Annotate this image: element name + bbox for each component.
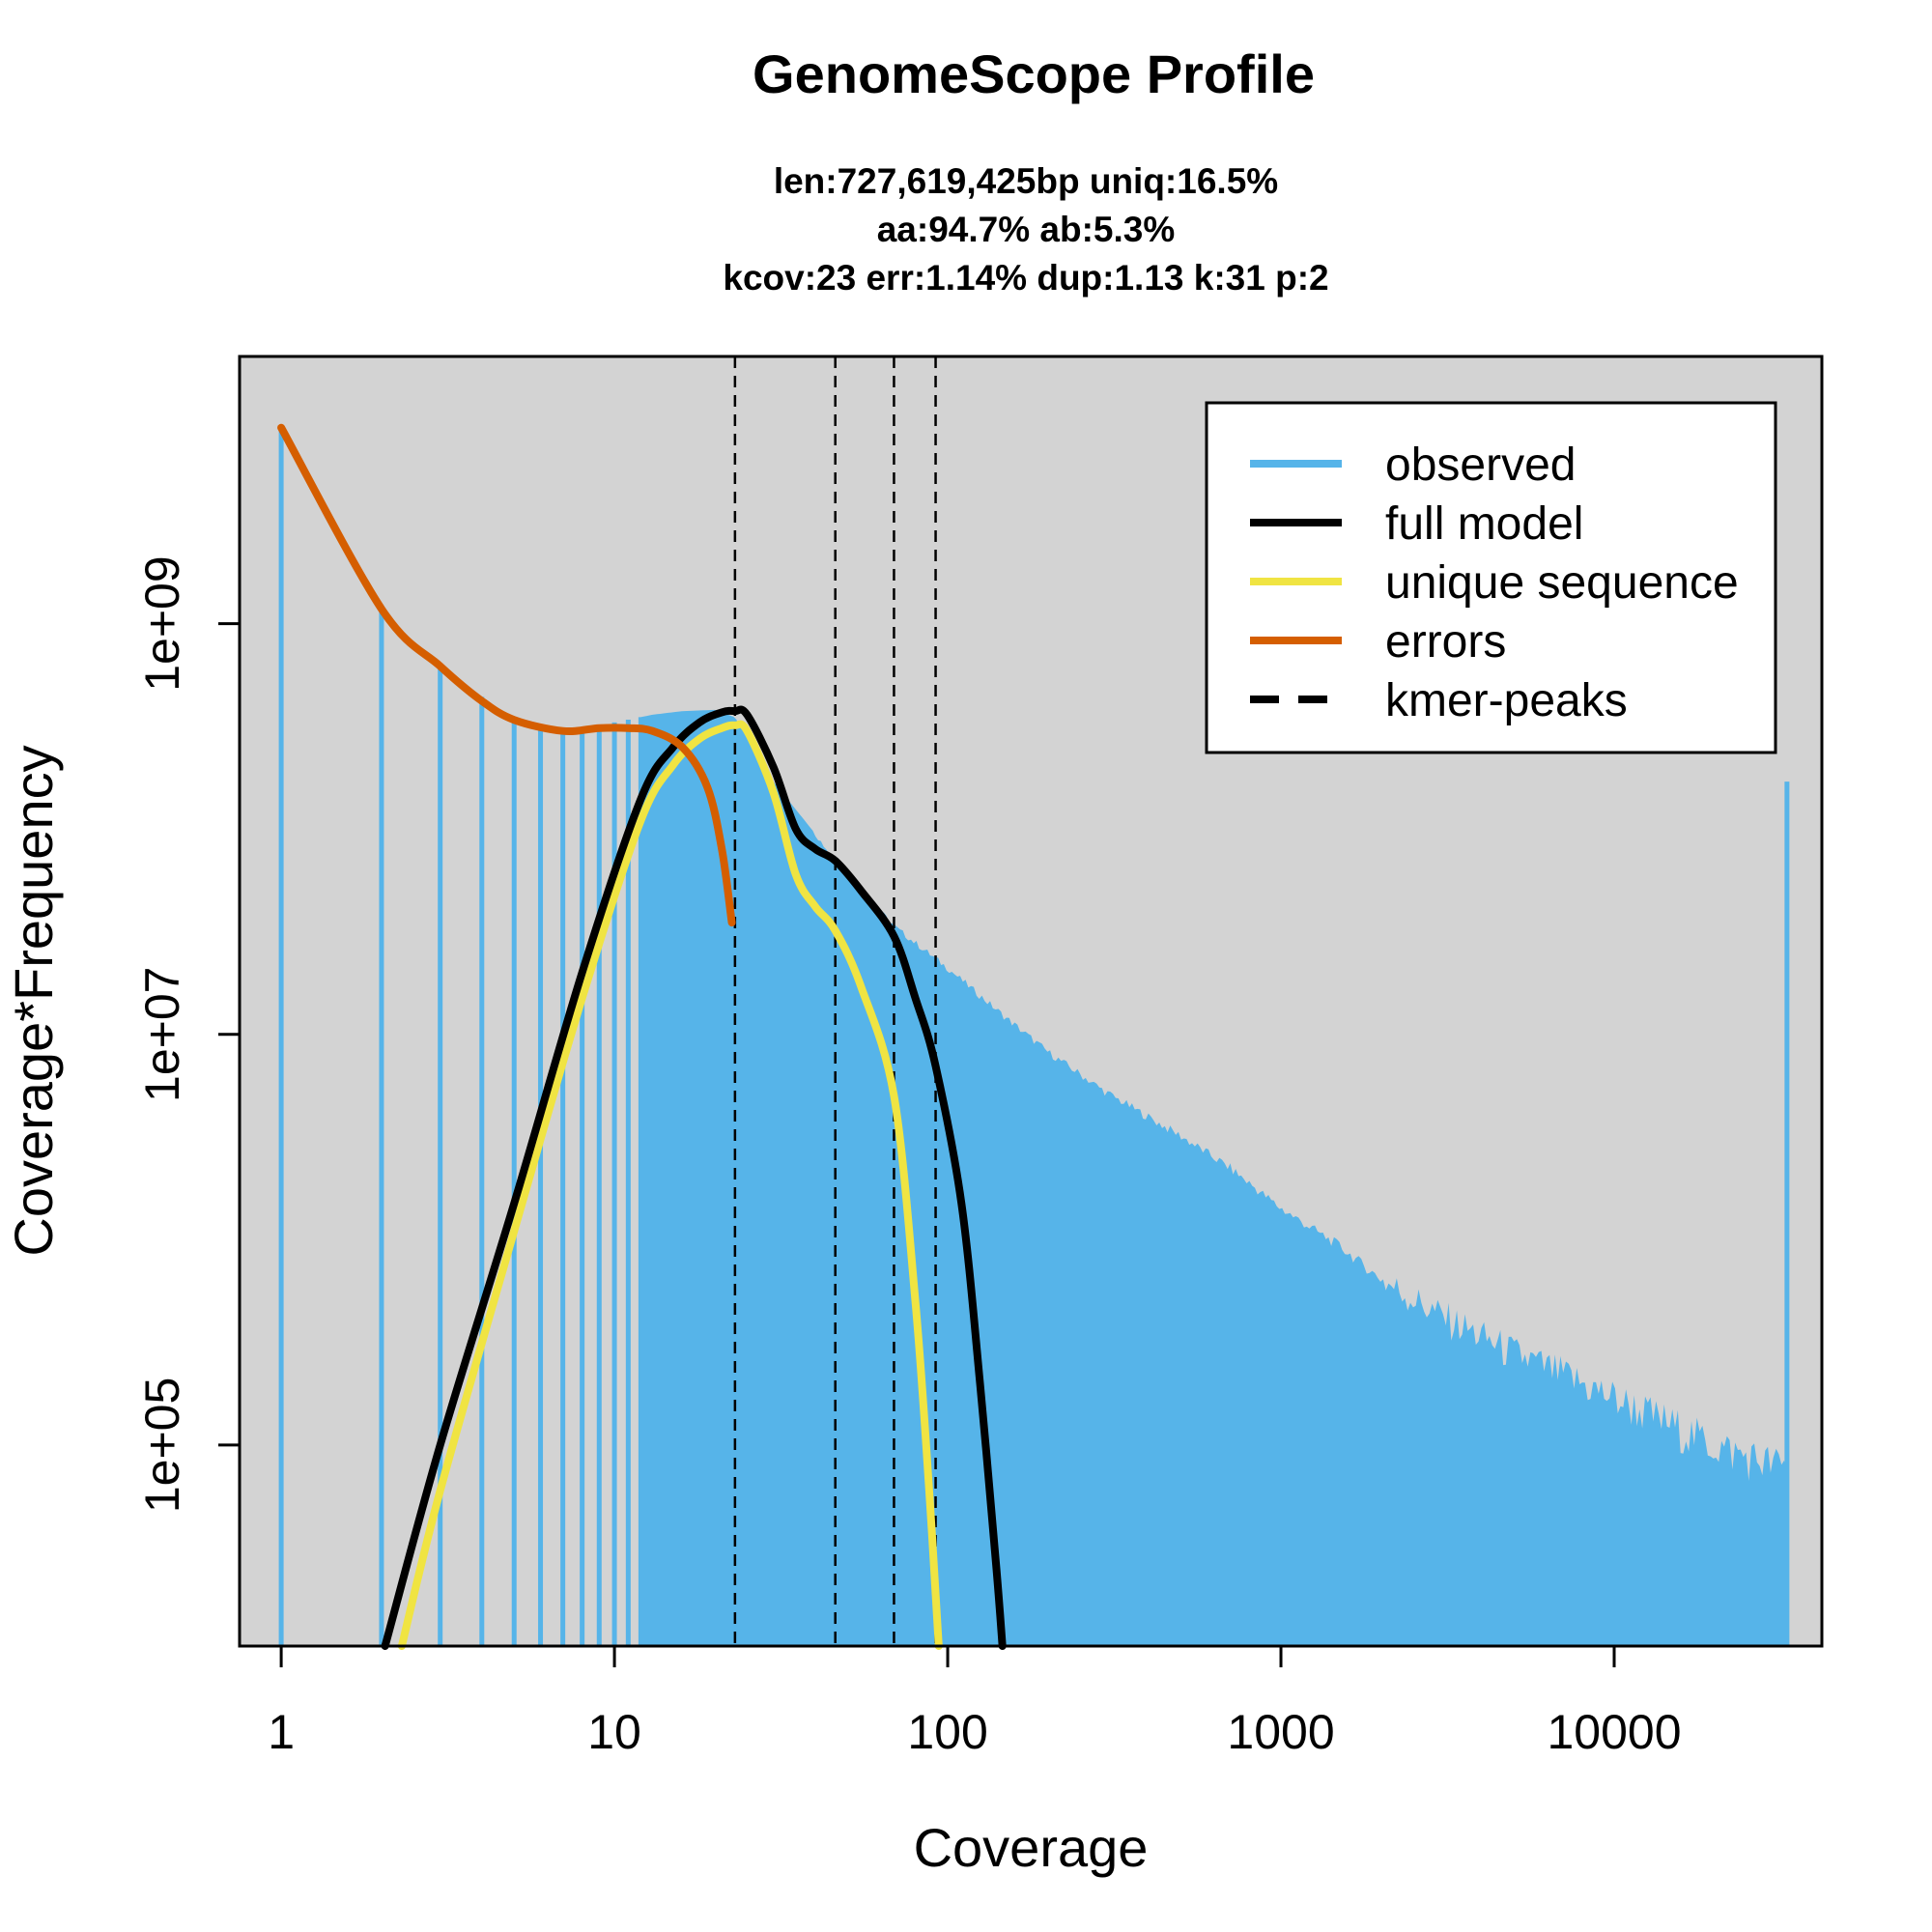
kmer-peaks-lines [733,356,937,1646]
plot-frame [238,355,1824,1648]
legend-label-errors: errors [1385,616,1506,668]
full-model-curve [381,705,1007,1650]
y-tick-label: 1e+07 [135,967,189,1102]
model-curves [277,423,1007,1650]
x-tick-label: 100 [907,1705,987,1759]
x-axis-label: Coverage [914,1817,1149,1878]
x-tick-label: 10 [587,1705,641,1759]
y-tick-label: 1e+05 [135,1378,189,1513]
legend-label-kmer-peaks: kmer-peaks [1385,675,1628,726]
legend-label-full-model: full model [1385,498,1583,550]
x-axis: 1 10 100 1000 10000 [268,1646,1682,1759]
x-tick-label: 1000 [1227,1705,1334,1759]
legend-label-unique-sequence: unique sequence [1385,557,1739,609]
chart-subtitle-line-1: len:727,619,425bp uniq:16.5% [774,161,1278,201]
chart-subtitle-line-2: aa:94.7% ab:5.3% [877,210,1176,249]
legend: observed full model unique sequence errors k… [1205,401,1777,754]
y-axis: 1e+05 1e+07 1e+09 [135,555,240,1513]
errors-curve [277,423,736,927]
unique-sequence-curve [397,720,943,1650]
x-tick-label: 10000 [1547,1705,1681,1759]
legend-label-observed: observed [1385,440,1576,491]
y-tick-label: 1e+09 [135,555,189,691]
chart-title: GenomeScope Profile [753,43,1315,104]
chart-subtitle-line-3: kcov:23 err:1.14% dup:1.13 k:31 p:2 [723,258,1328,298]
x-tick-label: 1 [268,1705,295,1759]
y-axis-label: Coverage*Frequency [3,745,64,1256]
